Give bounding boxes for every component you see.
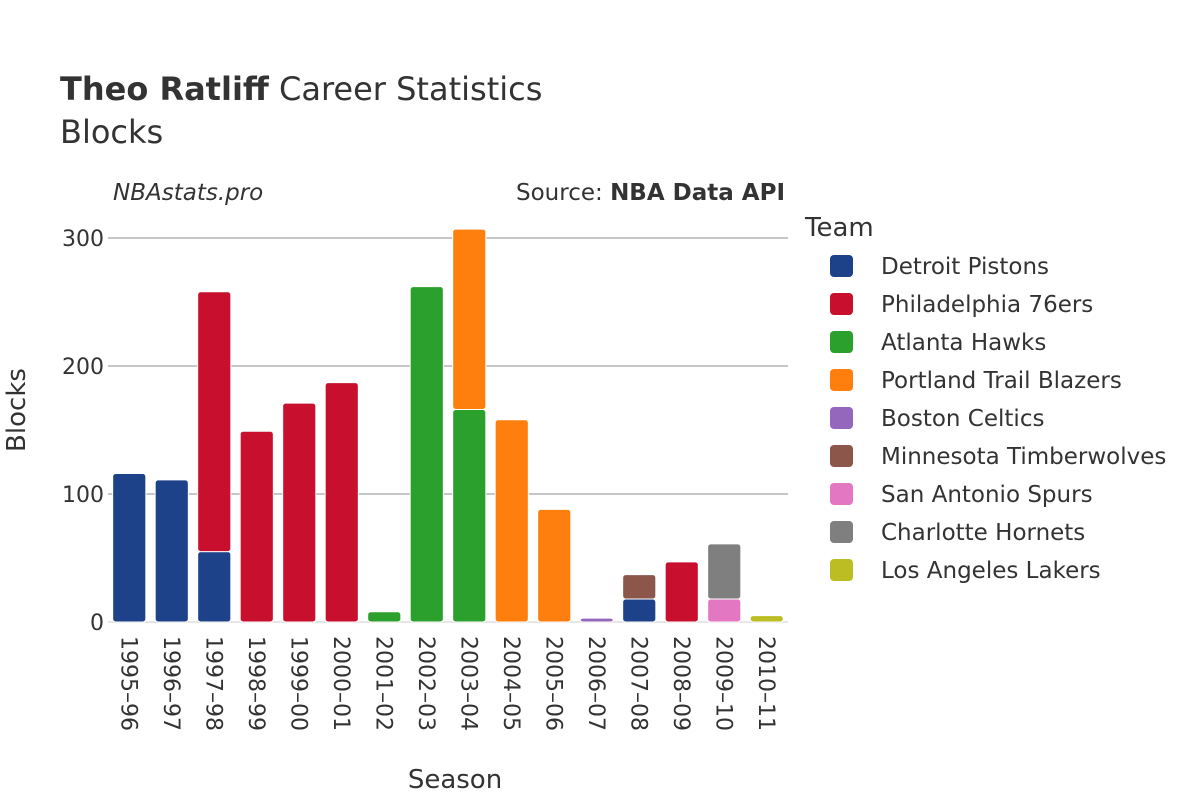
bar-segment [622,598,657,623]
bar-segment [282,402,317,623]
x-axis-title: Season [408,765,502,795]
legend-swatch [830,445,853,467]
legend-label: Portland Trail Blazers [881,368,1122,394]
legend-swatch [830,559,853,581]
y-tick-label: 200 [62,355,104,380]
chart-title-rest: Career Statistics [269,70,543,108]
bar-segment [324,382,359,623]
legend-swatch [830,255,853,277]
x-tick-label: 2010–11 [753,636,778,731]
legend-swatch [830,407,853,429]
legend-label: Boston Celtics [881,406,1044,432]
legend-swatch [830,521,853,543]
chart-title: Theo Ratliff Career Statistics [60,70,542,108]
x-tick-label: 2003–04 [455,636,480,731]
x-tick-label: 2006–07 [583,636,608,731]
bar-segment [452,228,487,411]
bar-segment [409,286,444,623]
y-tick-label: 300 [62,227,104,252]
y-tick-labels: 0 100 200 300 [62,227,104,636]
bar-segment [239,430,274,623]
x-tick-label: 1999–00 [285,636,310,731]
legend-label: San Antonio Spurs [881,482,1093,508]
x-tick-label: 2005–06 [540,636,565,731]
watermark: NBAstats.pro [113,180,263,206]
x-tick-labels: 1995–96 1996–97 1997–98 1998–99 1999–00 2000–… [115,636,778,731]
chart-subtitle: Blocks [60,113,163,151]
source-name: NBA Data API [610,180,785,206]
legend-title: Team [804,213,874,243]
bar-segment [452,409,487,623]
bar-segment [197,291,232,553]
legend-label: Charlotte Hornets [881,520,1085,546]
x-tick-label: 2000–01 [328,636,353,731]
bar-segment [367,611,402,623]
x-tick-label: 2002–03 [413,636,438,731]
bar-segment [154,479,189,623]
bar-segment [537,508,572,623]
source-prefix: Source: [516,180,610,206]
legend-swatch [830,483,853,505]
legend-swatch [830,331,853,353]
source-text: Source: NBA Data API [516,180,785,206]
bar-segment [707,543,742,600]
legend-swatch [830,369,853,391]
bar-segment [622,574,657,600]
legend-swatch [830,293,853,315]
bar-segment [749,615,784,623]
x-tick-label: 2004–05 [498,636,523,731]
bar-segment [197,551,232,623]
legend-label: Detroit Pistons [881,254,1049,280]
bar-segment [112,473,147,623]
x-tick-label: 1995–96 [115,636,140,731]
legend-label: Los Angeles Lakers [881,558,1101,584]
bars [112,228,784,623]
chart-title-player: Theo Ratliff [60,70,270,108]
legend-label: Minnesota Timberwolves [881,444,1166,470]
x-tick-label: 1997–98 [200,636,225,731]
y-tick-label: 100 [62,483,104,508]
x-tick-label: 2001–02 [370,636,395,731]
y-axis-title: Blocks [2,368,32,452]
legend-label: Philadelphia 76ers [881,292,1093,318]
x-tick-label: 2009–10 [710,636,735,731]
x-tick-label: 1996–97 [158,636,183,731]
bar-segment [664,561,699,623]
legend: Detroit Pistons Philadelphia 76ers Atlanta… [830,254,1166,584]
bar-segment [707,598,742,623]
y-tick-label: 0 [90,611,104,636]
x-tick-label: 1998–99 [243,636,268,731]
bar-segment [579,617,614,623]
legend-label: Atlanta Hawks [881,330,1046,356]
x-tick-label: 2007–08 [625,636,650,731]
bar-segment [494,419,529,623]
x-tick-label: 2008–09 [668,636,693,731]
